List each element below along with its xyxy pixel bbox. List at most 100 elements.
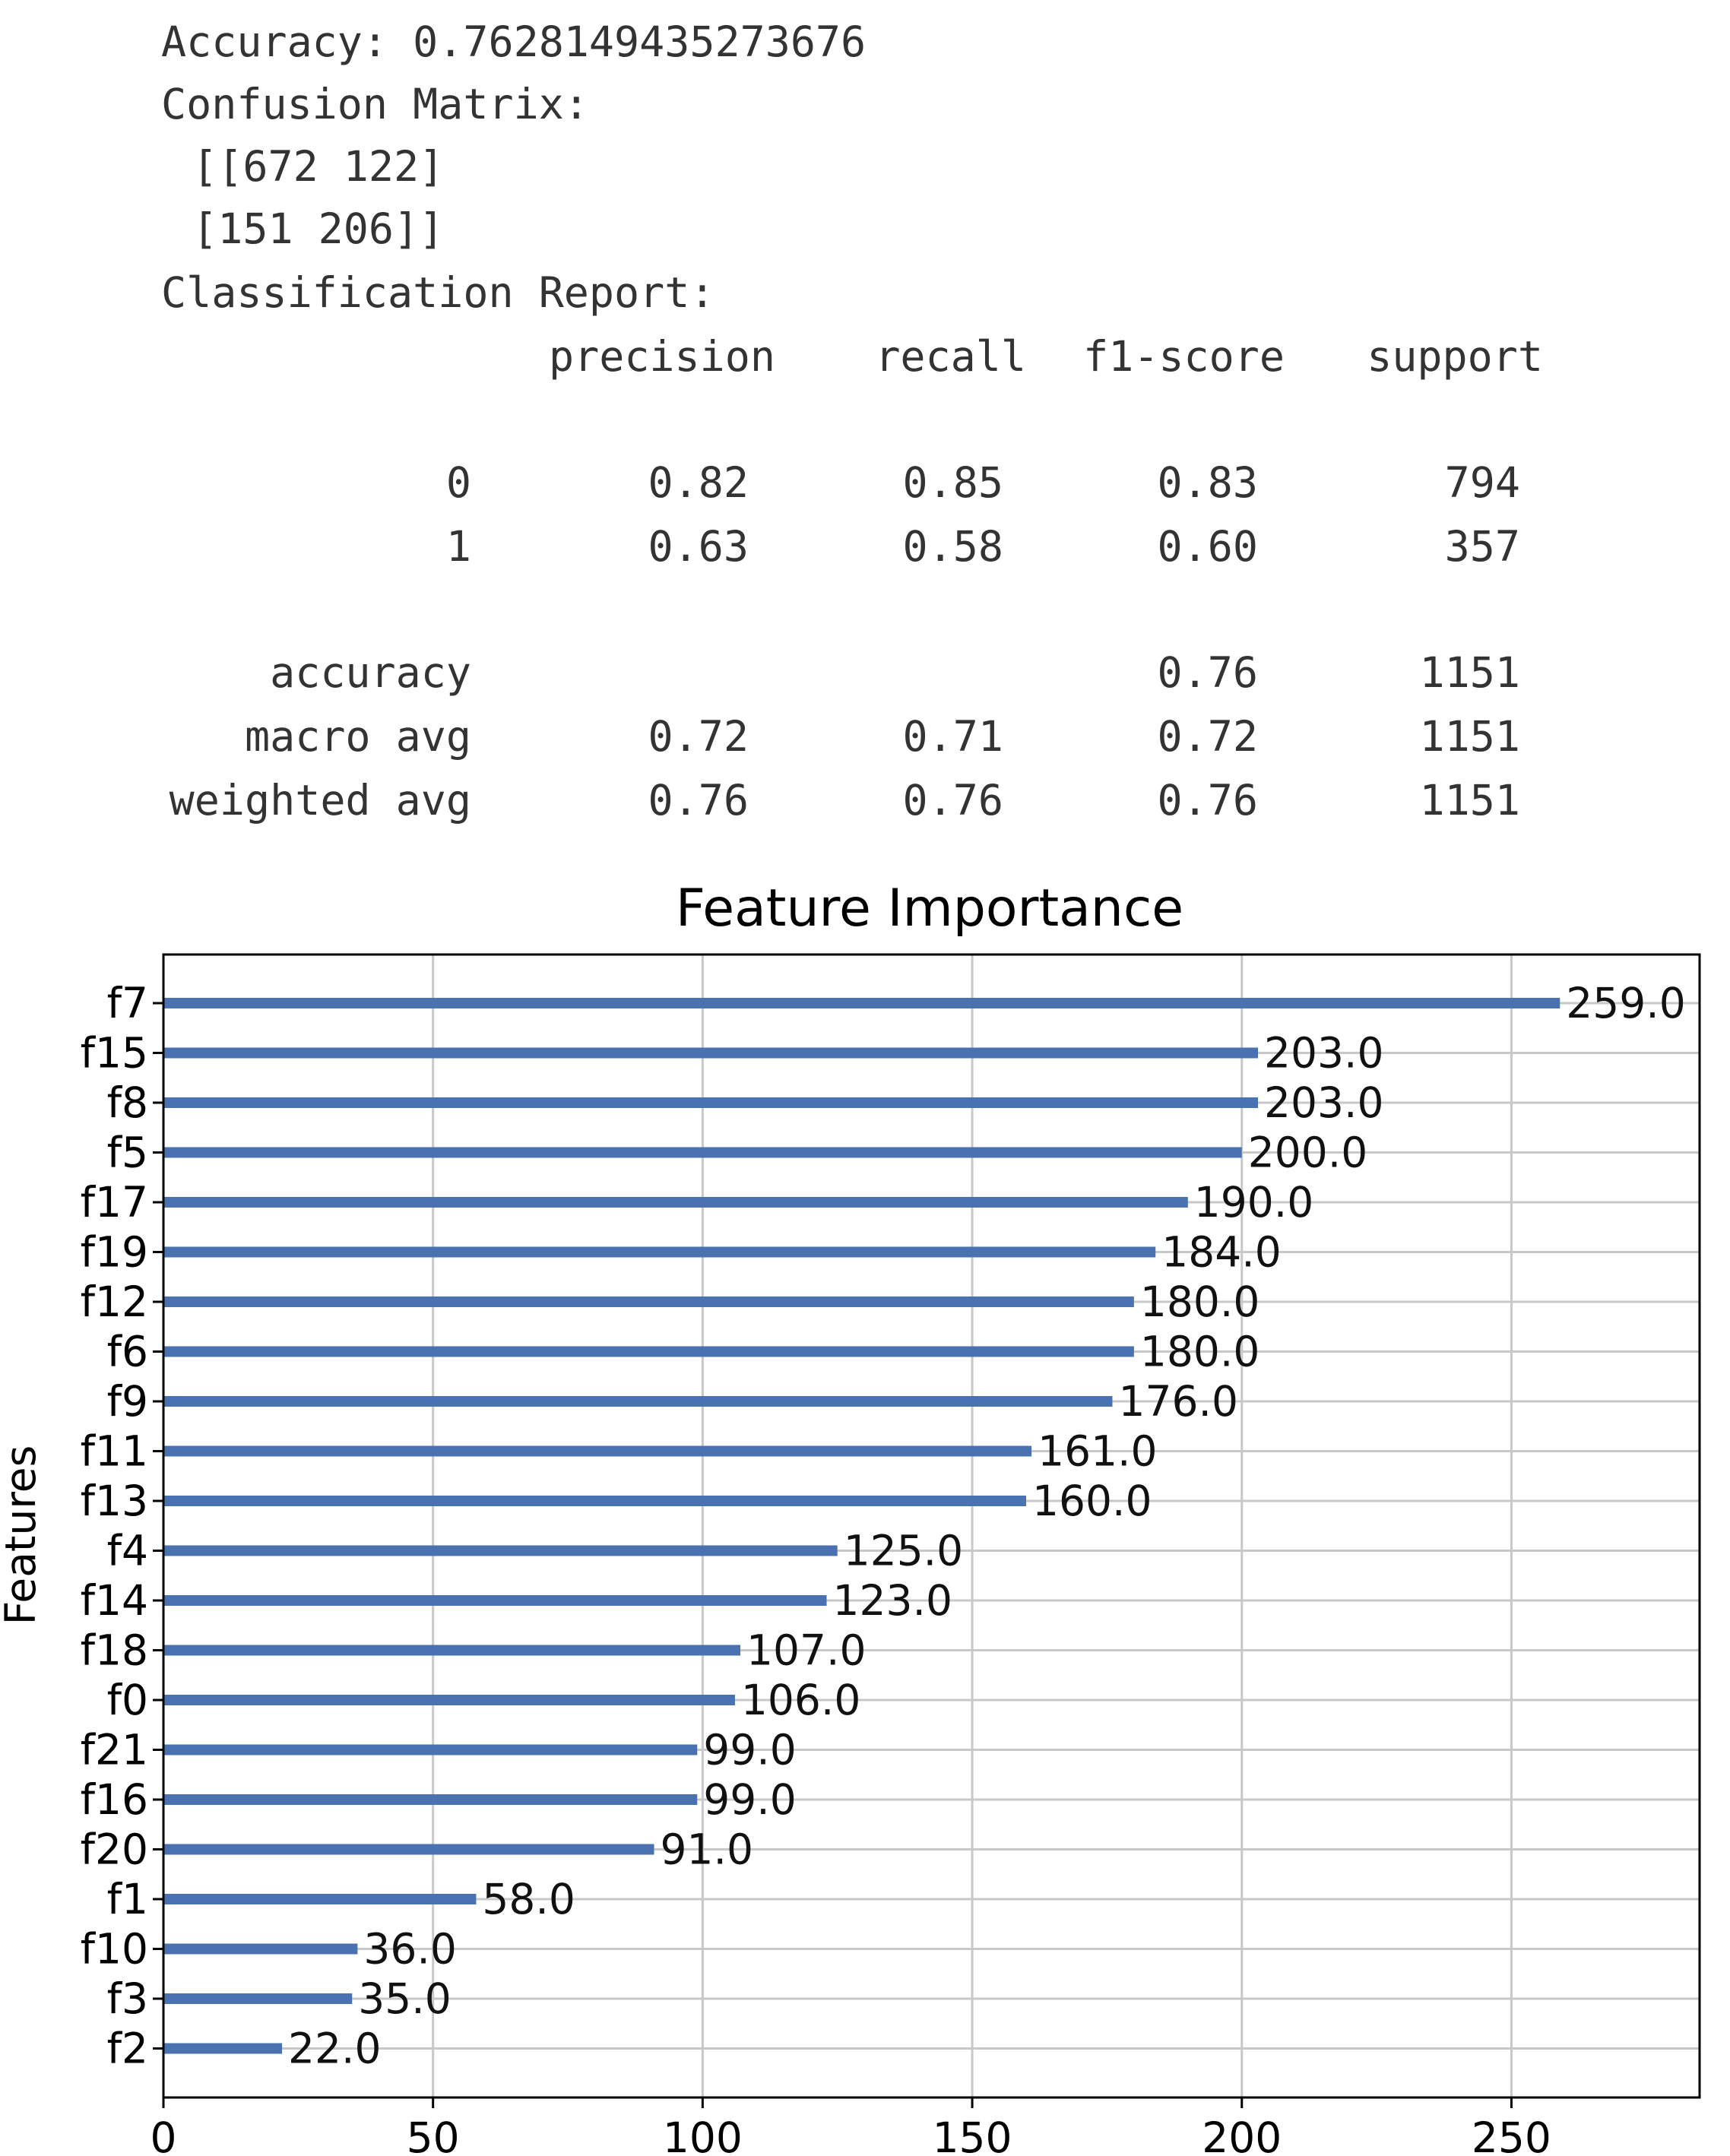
row-f1: 0.76 bbox=[1157, 776, 1258, 825]
plot-frame bbox=[162, 953, 1701, 2099]
value-label: 106.0 bbox=[741, 1676, 860, 1724]
x-tick-label: 0 bbox=[151, 2113, 177, 2153]
x-tick-label: 50 bbox=[407, 2113, 460, 2153]
row-precision: 0.63 bbox=[648, 522, 749, 571]
value-label: 160.0 bbox=[1032, 1477, 1152, 1525]
y-tick-label: f18 bbox=[81, 1626, 148, 1675]
bar bbox=[163, 1744, 698, 1756]
accuracy-line: Accuracy: 0.7628149435273676 bbox=[161, 17, 867, 66]
bar bbox=[163, 2043, 283, 2054]
classification-report-title: Classification Report: bbox=[161, 268, 715, 317]
x-tick-label: 250 bbox=[1472, 2113, 1551, 2153]
value-label: 203.0 bbox=[1264, 1029, 1383, 1078]
value-label: 203.0 bbox=[1264, 1078, 1383, 1127]
bar bbox=[163, 998, 1560, 1008]
x-tick-labels: 0 50 100 150 200 250 bbox=[151, 2097, 1551, 2156]
row-precision: 0.76 bbox=[648, 776, 749, 825]
y-tick-label: f13 bbox=[81, 1477, 148, 1525]
y-tick-label: f7 bbox=[107, 979, 148, 1027]
bar bbox=[163, 1047, 1259, 1059]
value-label: 99.0 bbox=[703, 1726, 796, 1775]
bar bbox=[163, 1545, 838, 1556]
bar bbox=[163, 1595, 827, 1606]
row-support: 1151 bbox=[1419, 776, 1520, 825]
feature-importance-chart: Feature Importance Features 259.0 203.0 20… bbox=[0, 851, 1730, 2156]
confusion-matrix-row: [[672 122] bbox=[167, 142, 445, 191]
y-tick-label: f20 bbox=[81, 1825, 148, 1874]
bar bbox=[163, 1645, 741, 1656]
y-tick-label: f12 bbox=[81, 1277, 148, 1326]
bar bbox=[163, 1296, 1134, 1307]
row-recall: 0.58 bbox=[902, 522, 1003, 571]
y-tick-label: f11 bbox=[81, 1427, 148, 1476]
value-label: 200.0 bbox=[1248, 1129, 1367, 1177]
row-label: 0 bbox=[445, 458, 471, 507]
bar bbox=[163, 1097, 1259, 1108]
y-tick-label: f9 bbox=[107, 1377, 148, 1426]
bar bbox=[163, 1943, 358, 1955]
value-label: 161.0 bbox=[1038, 1427, 1157, 1476]
y-tick-label: f10 bbox=[81, 1925, 148, 1974]
row-support: 1151 bbox=[1419, 712, 1520, 761]
x-tick-label: 150 bbox=[933, 2113, 1012, 2153]
y-tick-label: f1 bbox=[107, 1875, 148, 1923]
bars bbox=[163, 998, 1560, 2054]
y-axis-label: Features bbox=[0, 1445, 45, 1626]
y-tick-label: f17 bbox=[81, 1178, 148, 1227]
row-support: 794 bbox=[1444, 458, 1520, 507]
row-precision: 0.72 bbox=[648, 712, 749, 761]
y-tick-label: f15 bbox=[81, 1029, 148, 1078]
bar bbox=[163, 1695, 735, 1705]
y-tick-label: f4 bbox=[107, 1527, 148, 1575]
header-recall: recall bbox=[875, 332, 1026, 381]
value-label: 58.0 bbox=[482, 1875, 575, 1923]
bar bbox=[163, 1496, 1026, 1506]
header-precision: precision bbox=[548, 332, 775, 381]
row-recall: 0.76 bbox=[902, 776, 1003, 825]
value-label: 125.0 bbox=[844, 1527, 963, 1575]
bar bbox=[163, 1396, 1113, 1407]
classification-report: Accuracy: 0.7628149435273676 Confusion M… bbox=[0, 0, 1730, 851]
bar bbox=[163, 1993, 353, 2004]
row-support: 357 bbox=[1444, 522, 1520, 571]
value-label: 259.0 bbox=[1566, 979, 1685, 1027]
bar bbox=[163, 1346, 1134, 1357]
bar bbox=[163, 1794, 698, 1805]
row-f1: 0.83 bbox=[1157, 458, 1258, 507]
row-label: 1 bbox=[445, 522, 471, 571]
chart-svg: Feature Importance Features 259.0203.020… bbox=[0, 879, 1701, 2156]
row-f1: 0.72 bbox=[1157, 712, 1258, 761]
y-tick-label: f3 bbox=[107, 1974, 148, 2023]
row-precision: 0.82 bbox=[648, 458, 749, 507]
value-label: 107.0 bbox=[746, 1626, 866, 1675]
confusion-matrix-row: [151 206]] bbox=[167, 204, 445, 253]
row-f1: 0.60 bbox=[1157, 522, 1258, 571]
header-f1-score: f1-score bbox=[1083, 332, 1285, 381]
bar bbox=[163, 1445, 1032, 1457]
row-label: accuracy bbox=[270, 648, 471, 697]
value-label: 190.0 bbox=[1194, 1178, 1313, 1227]
bar bbox=[163, 1844, 654, 1855]
bar bbox=[163, 1147, 1242, 1158]
row-label: weighted avg bbox=[169, 776, 471, 825]
chart-title: Feature Importance bbox=[676, 879, 1183, 939]
value-label: 22.0 bbox=[288, 2025, 381, 2073]
bar bbox=[163, 1246, 1156, 1258]
value-label: 91.0 bbox=[661, 1825, 753, 1874]
bar bbox=[163, 1197, 1188, 1208]
y-tick-label: f14 bbox=[81, 1576, 148, 1625]
y-tick-label: f2 bbox=[107, 2025, 148, 2073]
row-f1: 0.76 bbox=[1157, 648, 1258, 697]
row-recall: 0.71 bbox=[902, 712, 1003, 761]
y-tick-labels: f7f15f8f5f17f19f12f6f9f11f13f4f14f18f0f2… bbox=[81, 979, 163, 2073]
confusion-matrix-title: Confusion Matrix: bbox=[161, 80, 589, 128]
value-label: 180.0 bbox=[1140, 1328, 1259, 1376]
value-label: 123.0 bbox=[833, 1576, 952, 1625]
y-tick-label: f8 bbox=[107, 1078, 148, 1127]
y-tick-label: f16 bbox=[81, 1775, 148, 1824]
value-label: 176.0 bbox=[1118, 1377, 1237, 1426]
value-label: 36.0 bbox=[363, 1925, 456, 1974]
header-support: support bbox=[1367, 332, 1543, 381]
x-tick-label: 100 bbox=[663, 2113, 743, 2153]
y-tick-label: f0 bbox=[107, 1676, 148, 1724]
